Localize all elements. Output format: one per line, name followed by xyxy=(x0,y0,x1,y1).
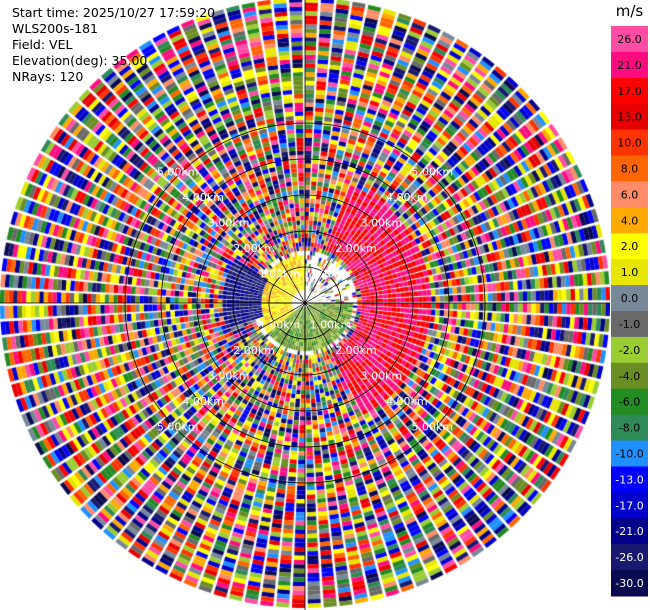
range-ring-label: 1.00km xyxy=(310,318,352,331)
colorbar-unit: m/s xyxy=(616,2,644,20)
azimuth-spoke xyxy=(268,240,306,304)
range-ring-label: 4.00km xyxy=(386,191,428,204)
colorbar-tick-label: 17.0 xyxy=(617,85,642,98)
colorbar-tick-label: -2.0 xyxy=(619,344,640,357)
colorbar-segment xyxy=(611,233,648,260)
nrays-text: NRays: 120 xyxy=(12,69,84,84)
colorbar-tick-label: -21.0 xyxy=(615,525,643,538)
colorbar-segment xyxy=(611,129,648,157)
colorbar-tick-label: 10.0 xyxy=(617,137,642,150)
range-ring-label: 5.00km xyxy=(411,420,453,433)
colorbar-segment xyxy=(611,181,648,208)
azimuth-spoke xyxy=(304,266,368,304)
range-ring-label: 2.00km xyxy=(335,242,377,255)
colorbar-segment xyxy=(611,336,648,364)
range-ring-label: 3.00km xyxy=(208,369,250,382)
range-ring-label: 3.00km xyxy=(208,217,250,230)
azimuth-spoke xyxy=(268,302,306,366)
plot-info-block: Start time: 2025/10/27 17:59:20 WLS200s-… xyxy=(12,5,215,85)
range-ring-label: 4.00km xyxy=(182,191,224,204)
field-text: Field: VEL xyxy=(12,37,73,52)
range-ring-label: 4.00km xyxy=(386,395,428,408)
azimuth-spoke xyxy=(242,266,306,304)
colorbar-segment xyxy=(611,544,648,571)
colorbar-tick-label: 1.0 xyxy=(621,266,639,279)
colorbar-segment xyxy=(611,492,648,519)
colorbar-segment xyxy=(611,77,648,105)
elevation-text: Elevation(deg): 35.00 xyxy=(12,53,148,68)
colorbar-segment xyxy=(611,155,648,182)
colorbar-segment xyxy=(611,26,648,53)
range-rings-overlay: 1.00km1.00km1.00km1.00km2.00km2.00km2.00… xyxy=(0,0,610,610)
colorbar-tick-label: 8.0 xyxy=(621,163,639,176)
colorbar-segment xyxy=(611,362,648,390)
colorbar-segment xyxy=(611,570,648,597)
colorbar-segment xyxy=(611,103,648,131)
colorbar-tick-label: -1.0 xyxy=(619,318,640,331)
colorbar-segment xyxy=(611,466,648,493)
range-ring-label: 3.00km xyxy=(361,217,403,230)
range-ring-label: 5.00km xyxy=(157,420,199,433)
site-name-text: WLS200s-181 xyxy=(12,21,98,36)
colorbar-tick-label: -26.0 xyxy=(615,551,643,564)
azimuth-spoke xyxy=(304,302,368,340)
range-ring-label: 2.00km xyxy=(233,344,275,357)
azimuth-spoke xyxy=(304,302,342,366)
colorbar-tick-label: 21.0 xyxy=(617,59,642,72)
colorbar-tick-label: 2.0 xyxy=(621,240,639,253)
colorbar-segment xyxy=(611,311,648,338)
range-ring-label: 3.00km xyxy=(361,369,403,382)
colorbar-segment xyxy=(611,440,648,467)
colorbar-segment xyxy=(611,259,648,286)
colorbar-segment xyxy=(611,207,648,234)
colorbar-tick-label: 6.0 xyxy=(621,188,639,201)
colorbar-tick-label: -30.0 xyxy=(615,577,643,590)
range-ring-label: 4.00km xyxy=(182,395,224,408)
range-ring-label: 2.00km xyxy=(335,344,377,357)
azimuth-spoke xyxy=(242,302,306,340)
colorbar-tick-label: -17.0 xyxy=(615,499,643,512)
colorbar-tick-label: -13.0 xyxy=(615,473,643,486)
colorbar-tick-label: 26.0 xyxy=(617,33,642,46)
colorbar-tick-label: -10.0 xyxy=(615,448,643,461)
colorbar-segment xyxy=(611,414,648,442)
start-time-text: Start time: 2025/10/27 17:59:20 xyxy=(12,5,216,20)
azimuth-spoke xyxy=(304,240,342,304)
range-ring-label: 2.00km xyxy=(233,242,275,255)
colorbar-tick-label: 4.0 xyxy=(621,214,639,227)
range-ring-label: 5.00km xyxy=(157,166,199,179)
colorbar-segment xyxy=(611,518,648,545)
colorbar-segment xyxy=(611,51,648,79)
colorbar-segment xyxy=(611,388,648,416)
range-ring-label: 5.00km xyxy=(411,166,453,179)
colorbar-tick-label: 0.0 xyxy=(621,292,639,305)
range-ring-label: 1.00km xyxy=(259,318,301,331)
colorbar-tick-label: -4.0 xyxy=(619,370,640,383)
colorbar-tick-label: -6.0 xyxy=(619,396,640,409)
colorbar-tick-label: 13.0 xyxy=(617,111,642,124)
colorbar-tick-label: -8.0 xyxy=(619,422,640,435)
colorbar-segment xyxy=(611,285,648,312)
